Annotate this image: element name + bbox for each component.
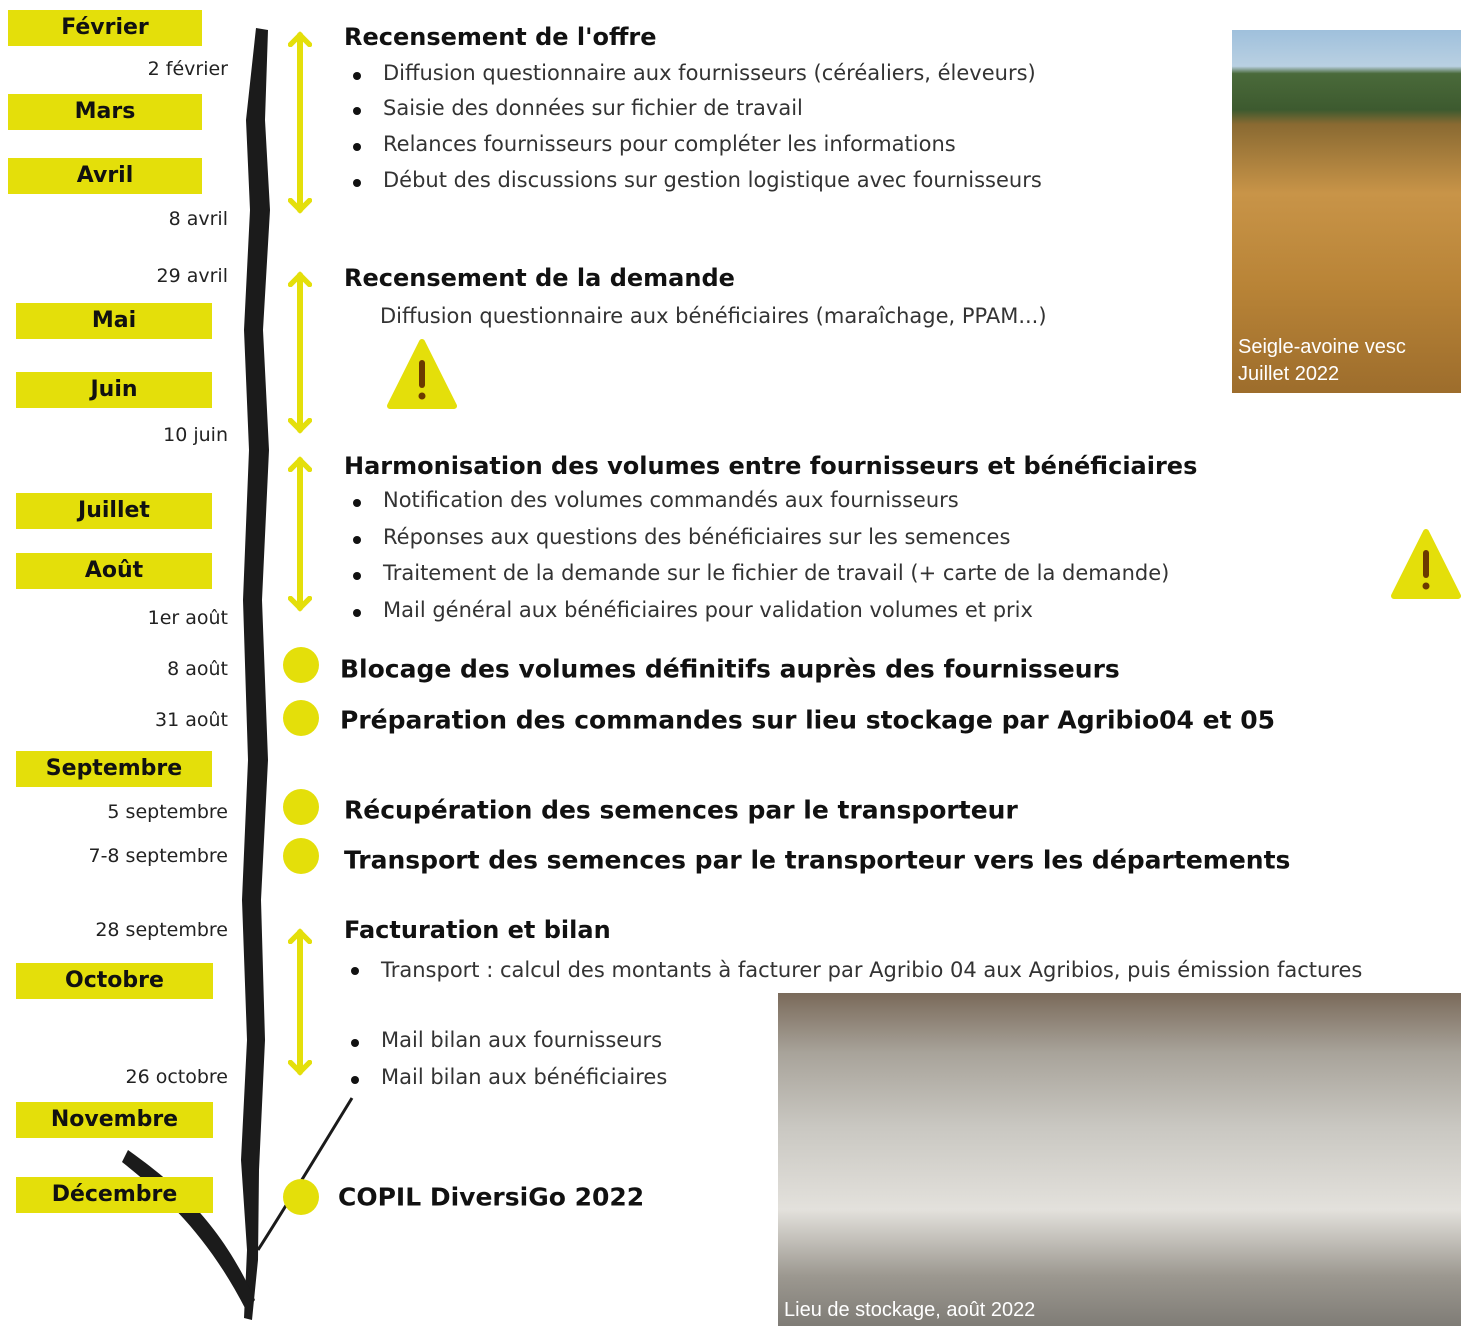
bullet-item: Diffusion questionnaire aux fournisseurs… [383,61,1036,85]
month: Octobre [16,963,213,999]
body: Février Mars Avril Mai Juin Juillet Août… [0,0,1461,1326]
month: Février [8,10,202,46]
section-title: Recensement de l'offre [344,23,657,51]
bullet-item: Mail général aux bénéficiaires pour vali… [383,598,1033,622]
section-title: Harmonisation des volumes entre fourniss… [344,452,1197,480]
bullet-item: Transport : calcul des montants à factur… [381,952,1381,988]
date: 2 février [148,58,228,80]
month: Septembre [16,751,212,787]
dot [283,700,319,736]
month: Juin [16,372,212,408]
page: Calendrier DiversiGo {"months": ["Févrie… [0,0,1461,1326]
photo-caption: Juillet 2022 [1238,363,1339,386]
section-title: Recensement de la demande [344,264,735,292]
warning-icon [390,342,454,406]
timeline-swoosh [122,1150,255,1310]
event: Transport des semences par le transporte… [344,846,1290,875]
event: Préparation des commandes sur lieu stock… [340,706,1275,735]
date: 1er août [148,607,228,629]
bullet-item: Relances fournisseurs pour compléter les… [383,132,956,156]
section-text: Diffusion questionnaire aux bénéficiaire… [380,304,1047,328]
dot [283,789,319,825]
bullet-item: Notification des volumes commandés aux f… [383,488,959,512]
section-title: Facturation et bilan [344,916,611,944]
bullet-item: Mail bilan aux fournisseurs [381,1028,662,1052]
photo-storage: Lieu de stockage, août 2022 [778,993,1461,1326]
bullet-item: Mail bilan aux bénéficiaires [381,1065,667,1089]
warning-icon [1394,532,1458,596]
date: 5 septembre [107,801,228,823]
event: Récupération des semences par le transpo… [344,796,1018,825]
date: 8 avril [169,208,228,230]
month: Novembre [16,1102,213,1138]
date: 28 septembre [95,919,228,941]
month: Août [16,553,212,589]
dot [283,838,319,874]
bullet-item: Réponses aux questions des bénéficiaires… [383,525,1010,549]
date: 26 octobre [125,1066,228,1088]
bullet-item: Traitement de la demande sur le fichier … [383,561,1169,585]
date: 7-8 septembre [88,845,228,867]
timeline-line [241,28,270,1320]
photo-caption: Lieu de stockage, août 2022 [784,1299,1035,1322]
event: Blocage des volumes définitifs auprès de… [340,655,1120,684]
bullet-item: Saisie des données sur fichier de travai… [383,96,803,120]
bullet-item: Début des discussions sur gestion logist… [383,168,1042,192]
date: 31 août [155,709,228,731]
month: Avril [8,158,202,194]
month: Mars [8,94,202,130]
photo-field: Seigle-avoine vesc Juillet 2022 [1232,30,1461,393]
month: Mai [16,303,212,339]
date: 8 août [167,658,228,680]
event: COPIL DiversiGo 2022 [338,1183,644,1212]
month: Juillet [16,493,212,529]
date: 10 juin [163,424,228,446]
date: 29 avril [157,265,228,287]
dot [283,1179,319,1215]
photo-caption: Seigle-avoine vesc [1238,336,1406,359]
timeline-spray [258,1098,352,1250]
dot [283,647,319,683]
month: Décembre [16,1177,213,1213]
